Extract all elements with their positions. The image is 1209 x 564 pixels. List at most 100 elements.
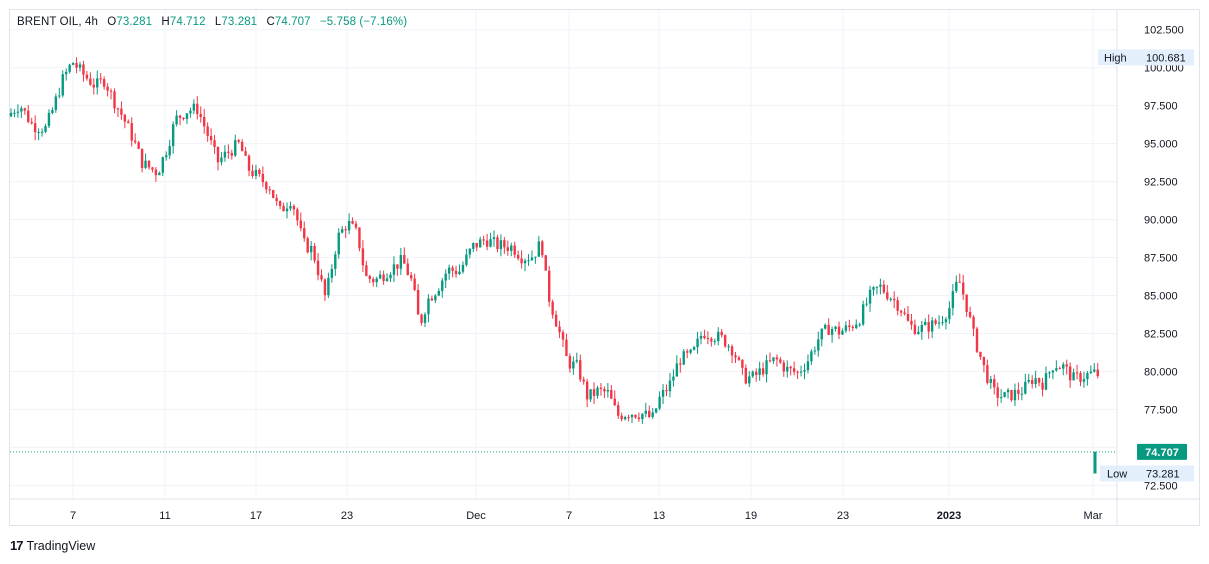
candle (489, 232, 492, 248)
candle-body (240, 141, 244, 152)
candle (720, 328, 723, 338)
candle-body (323, 279, 327, 296)
candle-body (292, 206, 296, 210)
candle (102, 76, 106, 90)
candle-body (51, 109, 54, 113)
candle (730, 344, 734, 364)
candle (1082, 371, 1086, 388)
candle-body (385, 278, 389, 282)
candle-body (496, 237, 499, 250)
candle-body (254, 169, 258, 176)
candle-body (223, 151, 227, 158)
candle-body (965, 294, 968, 312)
candle (447, 264, 451, 280)
candle (382, 270, 385, 285)
candle-body (903, 312, 906, 314)
candle (1062, 362, 1065, 376)
ohlc-legend: BRENT OIL, 4h O73.281 H74.712 L73.281 C7… (17, 16, 407, 28)
candle (589, 389, 592, 403)
candle (444, 269, 447, 288)
candle (368, 274, 371, 284)
candle (917, 326, 920, 335)
candle-body (99, 78, 102, 80)
candle (768, 352, 772, 363)
candle-body (20, 108, 23, 112)
candle (886, 285, 889, 301)
candle-body (492, 237, 496, 240)
candle (637, 412, 641, 422)
candle-body (75, 62, 78, 68)
candle (813, 346, 817, 355)
candle (630, 414, 634, 423)
candle (71, 62, 75, 66)
candle (962, 274, 965, 300)
candle-body (185, 113, 189, 120)
candle (654, 408, 658, 414)
candle-body (268, 189, 271, 191)
candle-body (968, 311, 972, 317)
candle (320, 269, 323, 282)
candle-body (717, 331, 720, 342)
candle-body (982, 356, 986, 366)
candle (993, 374, 996, 395)
candle-body (427, 298, 430, 315)
candle (686, 348, 689, 359)
candle-body (641, 413, 644, 420)
candle-body (37, 132, 40, 134)
candle (116, 107, 120, 117)
candle (258, 168, 261, 177)
candle-body (989, 379, 992, 383)
candle (171, 121, 175, 154)
candle (775, 354, 779, 367)
candle-body (1013, 389, 1017, 401)
candle (1034, 370, 1037, 388)
candle-body (544, 255, 547, 271)
candle-body (113, 91, 116, 109)
candle (1068, 362, 1072, 388)
candle-body (182, 117, 185, 120)
candle-body (913, 324, 917, 334)
candle-body (761, 368, 765, 375)
tradingview-logo[interactable]: 17 TradingView (10, 538, 95, 553)
candle-body (855, 324, 858, 329)
candle (665, 384, 668, 397)
candle-body (372, 279, 375, 283)
candle-body (375, 278, 378, 283)
candle (109, 88, 113, 100)
candle (423, 312, 427, 328)
chart-frame[interactable] (9, 9, 1200, 526)
candle (16, 104, 20, 118)
candle-body (924, 322, 927, 325)
candle-body (47, 112, 51, 127)
candle-body (779, 359, 782, 363)
candle-body (154, 169, 158, 176)
time-tick-label: 17 (250, 510, 262, 522)
candle (206, 122, 209, 142)
candle (430, 295, 434, 302)
candle-body (178, 115, 182, 118)
candle-body (44, 126, 47, 132)
candle (979, 351, 982, 360)
candle-body (682, 351, 685, 365)
candle (613, 390, 616, 407)
candle (323, 278, 327, 302)
candle (627, 414, 630, 422)
candle-body (313, 245, 316, 261)
candle (675, 355, 679, 377)
candle (58, 87, 61, 99)
candle (606, 382, 610, 398)
candle (99, 73, 102, 84)
candle-body (1020, 393, 1024, 395)
candle-body (575, 360, 578, 362)
candle (75, 57, 78, 74)
candle (1044, 366, 1048, 391)
candle (872, 286, 875, 296)
candle-body (389, 274, 392, 279)
candle (113, 88, 116, 114)
candle-body (851, 326, 854, 329)
time-tick-label: 11 (159, 510, 170, 522)
candle (285, 202, 289, 219)
candle (672, 369, 675, 387)
candle-body (730, 346, 734, 356)
